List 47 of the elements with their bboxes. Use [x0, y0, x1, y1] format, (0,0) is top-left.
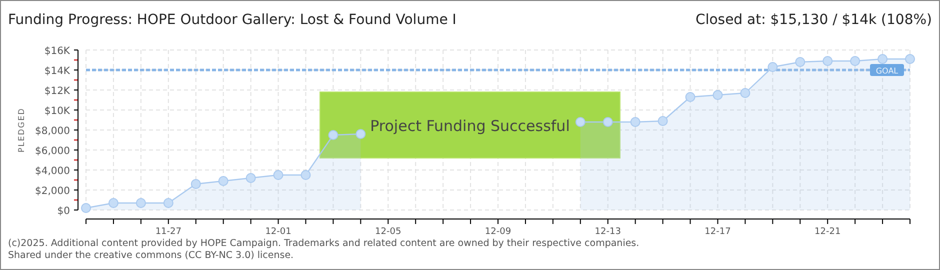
- point: [575, 117, 586, 127]
- point: [795, 57, 806, 67]
- chart-title: Funding Progress: HOPE Outdoor Gallery: Lost & Found Volume I: [8, 12, 456, 28]
- x-tick-label: 12-17: [704, 227, 731, 237]
- y-tick-label: $12K: [44, 86, 70, 97]
- y-tick-label: $4,000: [35, 166, 70, 177]
- point: [328, 130, 338, 140]
- point: [108, 198, 118, 208]
- point: [630, 117, 640, 127]
- point: [905, 54, 915, 64]
- point: [190, 179, 201, 189]
- point: [136, 198, 146, 208]
- point: [218, 176, 228, 186]
- y-axis-title: PLEDGED: [17, 108, 26, 152]
- y-tick-label: $2,000: [35, 186, 70, 197]
- x-tick-label: 12-21: [814, 227, 841, 237]
- point: [850, 56, 860, 66]
- point: [712, 90, 723, 100]
- point: [300, 170, 311, 180]
- point: [822, 56, 833, 66]
- point: [878, 54, 888, 64]
- annotation: Project Funding Successful: [370, 117, 570, 135]
- y-tick-label: $10K: [44, 106, 70, 117]
- point: [740, 88, 750, 98]
- point: [246, 173, 256, 183]
- point: [768, 62, 778, 72]
- y-tick-label: $8,000: [35, 126, 70, 137]
- point: [658, 116, 668, 126]
- x-tick-label: 12-01: [265, 227, 292, 237]
- point: [685, 92, 696, 102]
- x-tick-label: 12-09: [484, 227, 512, 237]
- point: [356, 129, 366, 139]
- y-tick-label: $14K: [44, 66, 70, 77]
- y-tick-label: $16K: [44, 46, 70, 57]
- ref-line-label: GOAL: [876, 66, 899, 76]
- y-tick-label: $0: [57, 206, 70, 217]
- point: [81, 203, 91, 213]
- text: Shared under the creative commons (CC BY-NC 3.0) license.: [8, 250, 294, 261]
- point: [163, 198, 174, 208]
- point: [602, 117, 613, 127]
- x-tick-label: 12-05: [375, 227, 402, 237]
- x-tick-label: 11-27: [155, 227, 182, 237]
- x-tick-label: 12-13: [594, 227, 621, 237]
- chart-subtitle: Closed at: $15,130 / $14k (108%): [696, 12, 932, 28]
- point: [273, 170, 284, 180]
- y-tick-label: $6,000: [35, 146, 70, 157]
- text: (c)2025. Additional content provided by HOPE Campaign. Trademarks and related content are owned by their respective companies.: [8, 238, 640, 249]
